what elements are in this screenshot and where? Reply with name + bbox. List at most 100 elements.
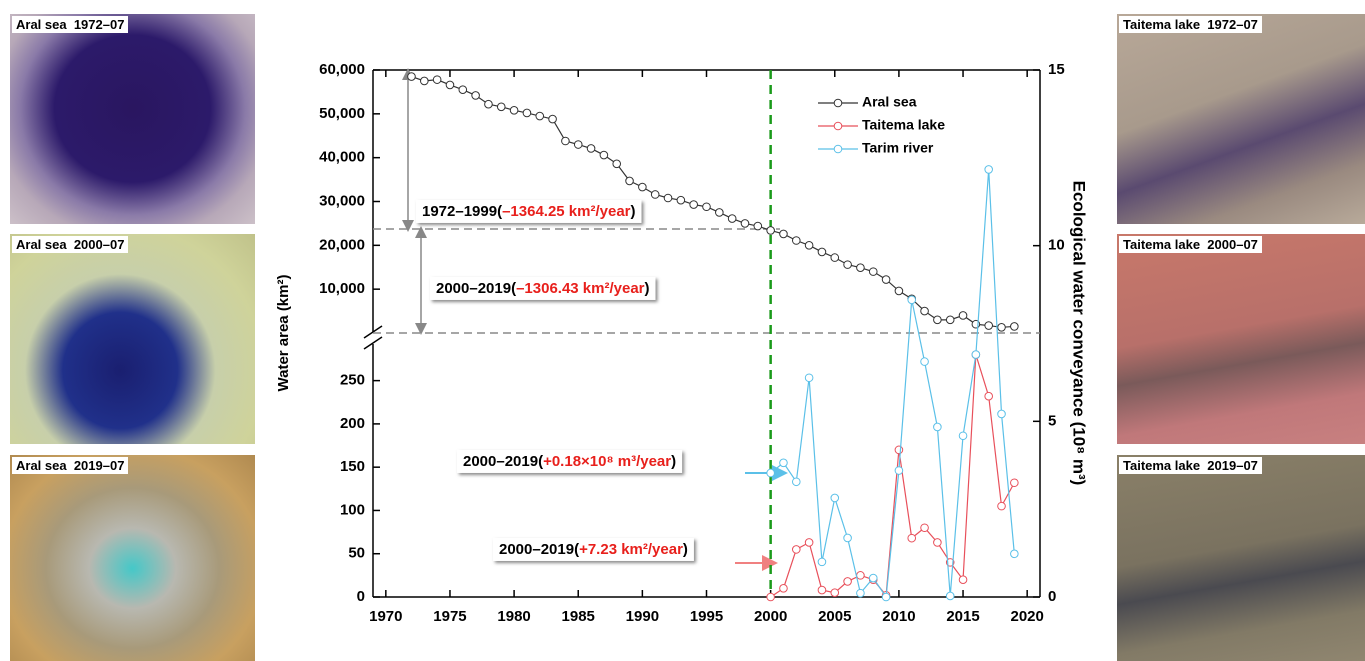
data-point <box>1010 322 1019 331</box>
data-point <box>881 592 891 602</box>
data-point <box>496 102 506 112</box>
data-point <box>984 391 993 401</box>
annotation: 2000–2019(–1306.43 km²/year) <box>430 276 656 300</box>
y-tick-label: 150 <box>340 458 365 475</box>
y-tick-label: 50,000 <box>319 105 365 122</box>
data-point <box>971 350 981 359</box>
satellite-image: Aral sea 2000–07 <box>10 234 255 444</box>
data-point <box>676 195 686 205</box>
data-point <box>779 229 788 239</box>
data-line <box>770 169 1015 599</box>
data-point <box>843 260 852 269</box>
data-point <box>471 91 480 100</box>
data-point <box>804 241 814 250</box>
annotation: 2000–2019(+0.18×10⁸ m³/year) <box>457 449 683 473</box>
data-point <box>535 111 545 121</box>
data-point <box>766 592 775 602</box>
data-point <box>997 409 1006 419</box>
data-point <box>791 545 801 554</box>
data-point <box>484 99 493 109</box>
legend-marker <box>833 144 843 154</box>
range-arrows <box>373 68 1040 571</box>
annotation-part: 2000–2019( <box>436 280 516 297</box>
data-point <box>561 136 570 146</box>
data-point <box>933 538 942 547</box>
data-point <box>958 311 968 320</box>
annotation-box <box>416 199 642 223</box>
y-tick-label: 100 <box>340 501 365 518</box>
legend-label: Tarim river <box>862 140 934 156</box>
data-point <box>830 588 840 597</box>
annotation-box <box>457 449 683 473</box>
data-point <box>458 85 468 95</box>
y-tick-label: 40,000 <box>319 149 365 166</box>
y-tick-label: 60,000 <box>319 61 365 78</box>
data-point <box>817 557 827 567</box>
data-point <box>945 315 955 325</box>
data-line <box>770 354 1015 598</box>
data-point <box>715 208 724 217</box>
data-point <box>766 468 775 478</box>
data-point <box>1010 478 1019 488</box>
image-caption: Aral sea 2000–07 <box>12 236 129 253</box>
data-point <box>753 221 763 231</box>
data-point <box>843 533 852 543</box>
y-tick-label: 30,000 <box>319 192 365 209</box>
x-tick-label: 2015 <box>946 608 979 625</box>
annotation-part: ) <box>671 453 676 470</box>
data-point <box>804 538 814 547</box>
data-point <box>817 585 827 595</box>
data-point <box>689 200 698 209</box>
satellite-image: Taitema lake 2019–07 <box>1117 455 1365 661</box>
data-point <box>958 575 968 584</box>
data-point <box>894 286 904 296</box>
annotation: 1972–1999(–1364.25 km²/year) <box>416 199 642 223</box>
annotation-part: ) <box>645 280 650 297</box>
data-point <box>830 493 840 503</box>
annotation-text: 2000–2019(+7.23 km²/year) <box>499 541 688 558</box>
data-point <box>843 577 852 586</box>
data-point <box>997 323 1006 332</box>
satellite-image: Aral sea 1972–07 <box>10 14 255 224</box>
legend-marker <box>833 98 843 108</box>
data-point <box>868 573 878 583</box>
data-point <box>573 140 583 149</box>
data-point <box>920 306 929 316</box>
data-point <box>522 108 532 118</box>
y2-tick-label: 10 <box>1048 237 1065 254</box>
satellite-image: Aral sea 2019–07 <box>10 455 255 661</box>
data-point <box>830 253 840 262</box>
data-point <box>638 182 647 192</box>
data-point <box>997 501 1006 511</box>
legend-marker <box>833 121 843 131</box>
satellite-image: Taitema lake 2000–07 <box>1117 234 1365 444</box>
image-caption: Aral sea 2019–07 <box>12 457 129 474</box>
annotation-text: 2000–2019(–1306.43 km²/year) <box>436 280 650 297</box>
data-point <box>779 458 788 468</box>
data-point <box>856 263 865 272</box>
data-point <box>791 477 801 487</box>
annotation-rate: +0.18×10⁸ m³/year <box>543 453 671 470</box>
data-point <box>894 466 904 475</box>
data-point <box>650 190 660 199</box>
data-point <box>907 533 917 543</box>
image-caption: Taitema lake 2000–07 <box>1119 236 1262 253</box>
y2-tick-label: 5 <box>1048 412 1056 429</box>
data-point <box>945 591 955 601</box>
data-point <box>933 422 942 432</box>
data-point <box>856 571 865 580</box>
data-point <box>407 72 416 81</box>
legend-label: Taitema lake <box>862 117 945 133</box>
data-point <box>894 445 904 455</box>
legend-label: Aral sea <box>862 94 917 110</box>
y-tick-label: 250 <box>340 372 365 389</box>
annotation-part: ) <box>683 541 688 558</box>
data-point <box>920 523 929 533</box>
annotation-rate: –1306.43 km²/year <box>516 280 645 297</box>
x-tick-label: 2005 <box>818 608 851 625</box>
y2-tick-label: 0 <box>1048 588 1056 605</box>
data-point <box>1010 549 1019 559</box>
annotation-part: 1972–1999( <box>422 203 502 220</box>
data-point <box>856 588 865 598</box>
annotation-text: 1972–1999(–1364.25 km²/year) <box>422 203 636 220</box>
